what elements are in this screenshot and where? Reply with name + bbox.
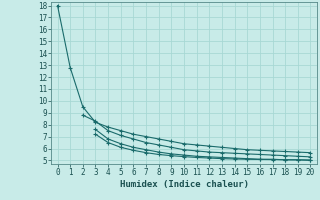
X-axis label: Humidex (Indice chaleur): Humidex (Indice chaleur) [119, 180, 249, 189]
